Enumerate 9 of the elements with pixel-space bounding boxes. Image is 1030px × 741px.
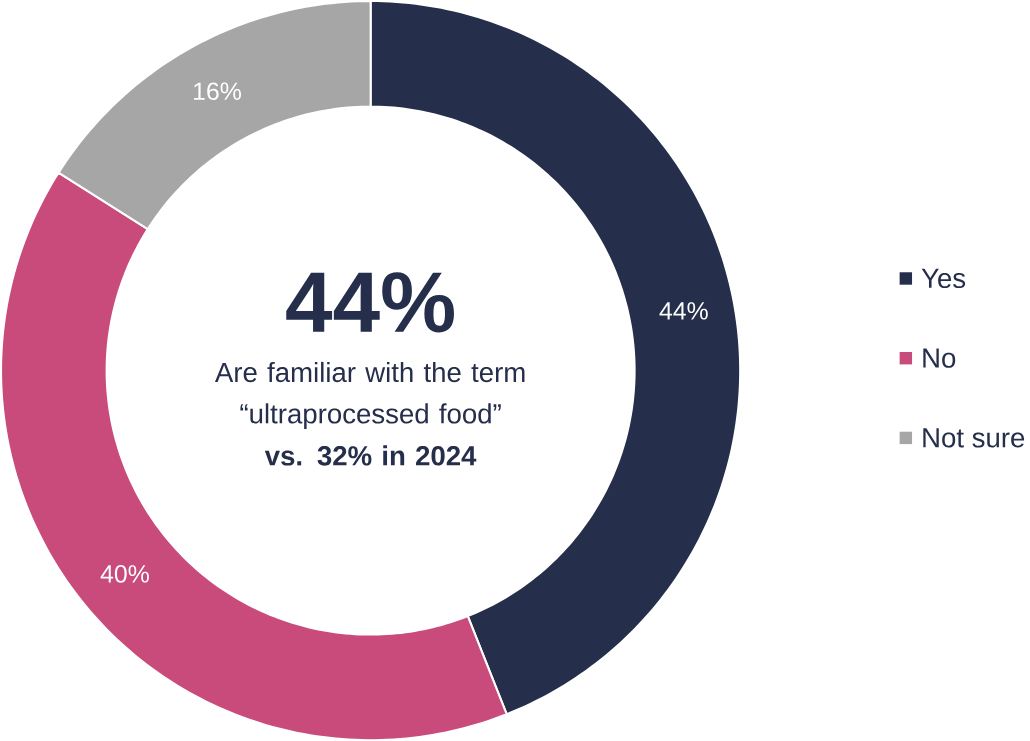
data-label: 40% (100, 564, 149, 583)
data-label: 44% (659, 302, 708, 320)
text: vs. 32% in 2024 (264, 445, 477, 466)
legend-label: No (923, 348, 956, 368)
text: Are familiar with the term “ultraprocessed food” (214, 361, 525, 429)
legend-label: Not sure (923, 428, 1025, 448)
data-label: 16% (194, 82, 241, 100)
text: 44% (286, 272, 454, 333)
legend-label: Yes (921, 268, 966, 288)
